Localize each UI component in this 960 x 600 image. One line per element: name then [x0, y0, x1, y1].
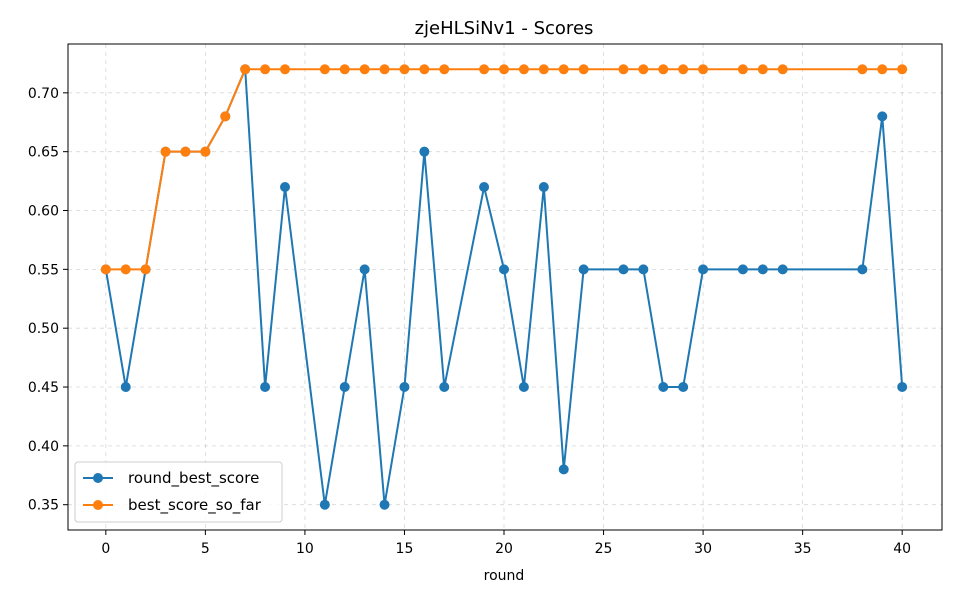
- y-tick-label: 0.50: [28, 321, 59, 337]
- data-point: [419, 146, 430, 157]
- data-point: [757, 264, 768, 275]
- data-point: [479, 64, 490, 75]
- data-point: [638, 64, 649, 75]
- legend-marker: [93, 500, 103, 510]
- data-point: [359, 64, 370, 75]
- data-point: [260, 64, 271, 75]
- data-point: [260, 382, 271, 393]
- legend-item: best_score_so_far: [83, 496, 262, 515]
- data-point: [200, 146, 211, 157]
- data-point: [240, 64, 251, 75]
- data-point: [100, 264, 111, 275]
- x-axis-label: round: [484, 568, 525, 584]
- data-point: [698, 64, 709, 75]
- x-tick-label: 30: [694, 541, 712, 557]
- data-point: [678, 64, 689, 75]
- data-point: [518, 382, 529, 393]
- data-point: [379, 499, 390, 510]
- data-point: [578, 264, 589, 275]
- data-point: [578, 64, 589, 75]
- data-point: [558, 64, 569, 75]
- data-point: [658, 64, 669, 75]
- plot-frame: [67, 43, 943, 531]
- x-tick-label: 5: [201, 541, 210, 557]
- data-point: [877, 64, 888, 75]
- data-point: [399, 64, 410, 75]
- axis-ticks: 0 5 10 15 20 25 30 35 40 0.35 0.40 0.45 0.50 0.55 0.60…: [28, 86, 911, 557]
- data-point: [698, 264, 709, 275]
- data-point: [399, 382, 410, 393]
- data-point: [737, 264, 748, 275]
- data-point: [877, 111, 888, 122]
- data-point: [618, 64, 629, 75]
- data-point: [757, 64, 768, 75]
- data-point: [777, 64, 788, 75]
- x-tick-label: 10: [296, 541, 314, 557]
- y-tick-label: 0.40: [28, 439, 59, 455]
- data-point: [319, 499, 330, 510]
- x-tick-label: 0: [101, 541, 110, 557]
- data-point: [160, 146, 171, 157]
- y-tick-label: 0.55: [28, 262, 59, 278]
- y-tick-label: 0.35: [28, 498, 59, 514]
- legend-box: [74, 461, 283, 523]
- data-point: [479, 181, 490, 192]
- x-tick-label: 25: [595, 541, 613, 557]
- data-point: [499, 64, 510, 75]
- data-point: [180, 146, 191, 157]
- data-point: [120, 264, 131, 275]
- data-point: [897, 64, 908, 75]
- data-point: [319, 64, 330, 75]
- data-point: [538, 181, 549, 192]
- grid: [68, 44, 942, 530]
- data-point: [737, 64, 748, 75]
- legend-item: round_best_score: [83, 469, 259, 488]
- plot-area: [100, 64, 908, 510]
- data-point: [339, 382, 350, 393]
- x-tick-label: 20: [495, 541, 513, 557]
- data-point: [678, 382, 689, 393]
- series-best_score_so_far: [100, 64, 908, 275]
- data-point: [658, 382, 669, 393]
- data-point: [280, 181, 291, 192]
- y-tick-label: 0.65: [28, 145, 59, 161]
- data-point: [419, 64, 430, 75]
- data-point: [558, 464, 569, 475]
- chart-title: zjeHLSiNv1 - Scores: [415, 18, 594, 39]
- x-tick-label: 40: [893, 541, 911, 557]
- y-tick-label: 0.70: [28, 86, 59, 102]
- data-point: [120, 382, 131, 393]
- legend: round_best_score best_score_so_far: [74, 461, 283, 523]
- data-point: [857, 64, 868, 75]
- data-point: [499, 264, 510, 275]
- x-tick-label: 35: [794, 541, 812, 557]
- x-tick-label: 15: [396, 541, 414, 557]
- data-point: [897, 382, 908, 393]
- data-point: [777, 264, 788, 275]
- data-point: [280, 64, 291, 75]
- legend-marker: [93, 473, 103, 483]
- data-point: [439, 382, 450, 393]
- data-point: [140, 264, 151, 275]
- data-point: [638, 264, 649, 275]
- y-tick-label: 0.60: [28, 204, 59, 220]
- data-point: [857, 264, 868, 275]
- data-point: [359, 264, 370, 275]
- data-point: [618, 264, 629, 275]
- data-point: [379, 64, 390, 75]
- data-point: [220, 111, 231, 122]
- data-point: [518, 64, 529, 75]
- data-point: [339, 64, 350, 75]
- data-point: [538, 64, 549, 75]
- data-point: [439, 64, 450, 75]
- series-line: [105, 68, 903, 271]
- y-tick-label: 0.45: [28, 380, 59, 396]
- legend-label: best_score_so_far: [128, 496, 262, 515]
- legend-label: round_best_score: [128, 469, 259, 488]
